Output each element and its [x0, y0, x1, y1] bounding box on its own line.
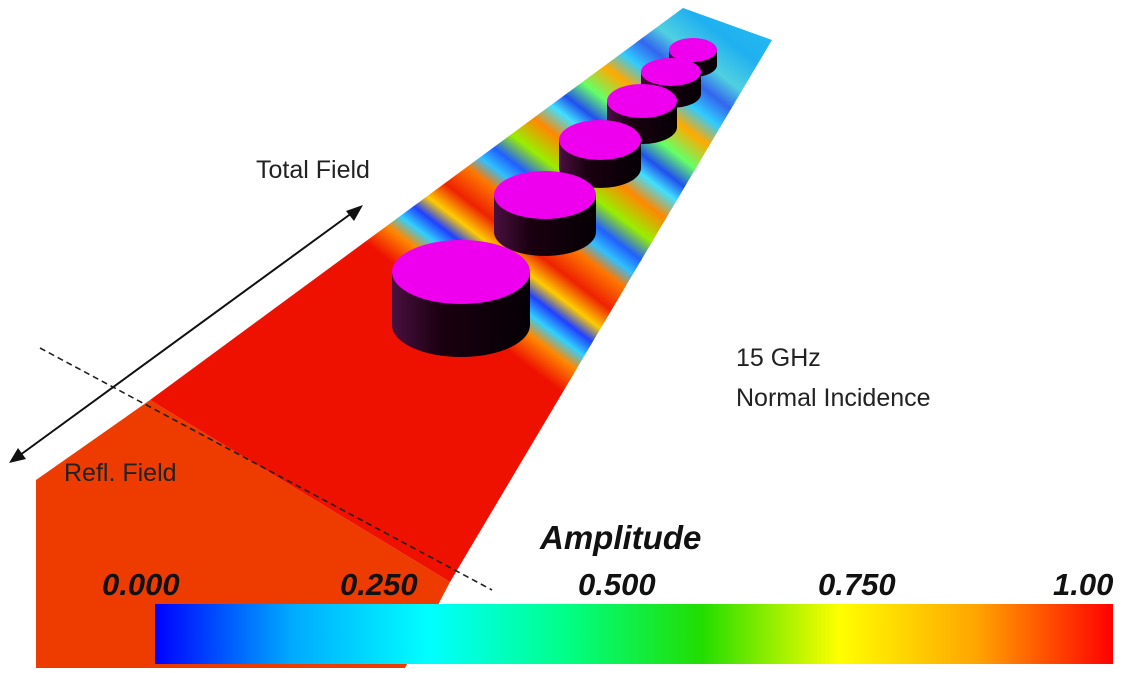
reference-line	[39, 347, 493, 591]
frequency-label: 15 GHz	[736, 344, 821, 372]
cylinder	[494, 171, 596, 256]
cylinder	[559, 120, 641, 188]
cylinder	[392, 240, 530, 357]
field-direction-arrow	[9, 205, 363, 463]
colorbar-tick-label: 0.750	[818, 567, 896, 602]
colorbar-tick-label: 0.500	[578, 567, 656, 602]
colorbar-tick-label: 0.250	[340, 567, 418, 602]
colorbar-title: Amplitude	[540, 519, 702, 556]
reflected-field-label: Refl. Field	[64, 459, 177, 487]
colorbar-tick-label: 0.000	[102, 567, 180, 602]
colorbar-tick-label: 1.00	[1053, 567, 1114, 602]
reflected-field-region	[36, 400, 450, 668]
incidence-label: Normal Incidence	[736, 384, 931, 412]
colorbar	[155, 604, 1113, 664]
total-field-label: Total Field	[256, 156, 370, 184]
